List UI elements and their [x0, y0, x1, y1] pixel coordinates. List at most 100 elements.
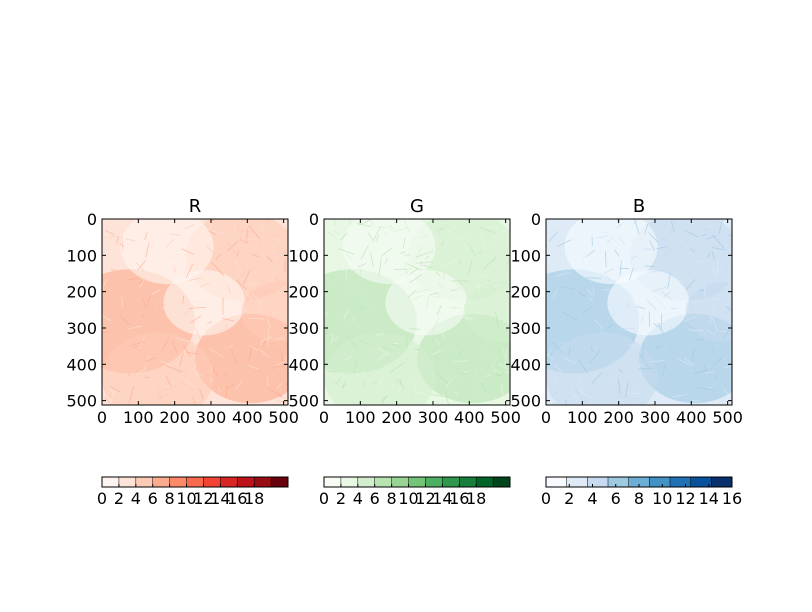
- heatmap-region: [342, 219, 436, 285]
- heatmap-texture-stroke: [242, 238, 260, 241]
- heatmap-texture-stroke: [208, 347, 224, 358]
- heatmap-texture-stroke: [606, 323, 614, 330]
- heatmap-texture-stroke: [210, 229, 227, 235]
- heatmap-texture-stroke: [431, 318, 440, 333]
- heatmap-texture-stroke: [109, 388, 115, 404]
- heatmap-texture-stroke: [483, 256, 497, 270]
- heatmap-texture-stroke: [247, 282, 256, 286]
- y-tick-label: 0: [87, 210, 97, 229]
- heatmap-texture-stroke: [703, 281, 706, 297]
- heatmap-texture-stroke: [256, 304, 261, 312]
- heatmap-texture-stroke: [191, 301, 206, 303]
- heatmap-texture-stroke: [324, 394, 333, 397]
- colorbar-tick-label: 16: [227, 489, 247, 508]
- heatmap-texture-stroke: [355, 299, 364, 311]
- heatmap-texture-stroke: [450, 238, 459, 249]
- heatmap-texture-stroke: [102, 278, 108, 292]
- y-tick-label: 200: [66, 283, 97, 302]
- heatmap-texture-stroke: [694, 259, 709, 264]
- panel-title: B: [633, 196, 645, 217]
- heatmap-texture-stroke: [207, 223, 214, 231]
- heatmap-texture-stroke: [403, 219, 410, 233]
- heatmap-texture-stroke: [588, 297, 594, 302]
- heatmap-texture-stroke: [552, 339, 566, 345]
- heatmap-texture-stroke: [145, 242, 150, 258]
- y-tick-label: 200: [288, 283, 319, 302]
- y-tick-label: 100: [510, 246, 541, 265]
- heatmap-texture-stroke: [554, 378, 558, 384]
- heatmap-texture-stroke: [463, 243, 470, 249]
- heatmap-texture-stroke: [616, 219, 620, 227]
- x-tick-label: 100: [345, 408, 376, 427]
- heatmap-texture-stroke: [357, 263, 367, 268]
- heatmap-texture-stroke: [435, 233, 440, 248]
- heatmap-texture-stroke: [608, 375, 613, 386]
- heatmap-texture-stroke: [376, 333, 384, 336]
- heatmap-texture-stroke: [102, 235, 118, 239]
- colorbar-tick-label: 4: [587, 489, 597, 508]
- heatmap-texture-stroke: [631, 255, 638, 259]
- heatmap-texture-stroke: [572, 361, 578, 370]
- heatmap-texture-stroke: [399, 251, 406, 255]
- heatmap-texture-stroke: [121, 236, 124, 252]
- heatmap-texture-stroke: [110, 386, 121, 393]
- heatmap-texture-stroke: [551, 341, 564, 354]
- heatmap-texture-stroke: [597, 250, 603, 255]
- heatmap-texture-stroke: [350, 267, 364, 271]
- heatmap-texture-stroke: [271, 365, 283, 376]
- heatmap-texture-stroke: [103, 397, 113, 405]
- heatmap-texture-stroke: [268, 307, 272, 317]
- heatmap-texture-stroke: [445, 368, 452, 372]
- y-tick-label: 500: [288, 392, 319, 411]
- heatmap-texture-stroke: [251, 293, 262, 304]
- heatmap-texture-stroke: [582, 251, 586, 262]
- heatmap-texture-stroke: [172, 340, 178, 354]
- heatmap-texture-stroke: [414, 384, 417, 398]
- colorbar-band: [102, 477, 120, 487]
- heatmap-texture-stroke: [493, 322, 498, 327]
- colorbar-band: [566, 477, 588, 487]
- heatmap-texture-stroke: [340, 309, 349, 320]
- heatmap-texture-stroke: [324, 251, 327, 253]
- heatmap-texture-stroke: [606, 238, 612, 244]
- heatmap-texture-stroke: [325, 334, 334, 337]
- heatmap-texture-stroke: [414, 348, 421, 351]
- heatmap-texture-stroke: [580, 398, 590, 405]
- heatmap-texture-stroke: [326, 325, 329, 336]
- colorbar-band: [546, 477, 568, 487]
- heatmap-texture-stroke: [276, 383, 283, 390]
- heatmap-texture-stroke: [618, 368, 623, 374]
- heatmap-texture-stroke: [360, 370, 366, 374]
- heatmap-image: [102, 219, 288, 405]
- heatmap-texture-stroke: [610, 235, 619, 245]
- heatmap-texture-stroke: [614, 290, 622, 297]
- colorbar-tick-label: 12: [193, 489, 213, 508]
- heatmap-texture-stroke: [627, 344, 643, 348]
- heatmap-texture-stroke: [492, 369, 501, 373]
- y-tick-label: 300: [288, 319, 319, 338]
- heatmap-texture-stroke: [273, 337, 285, 341]
- heatmap-texture-stroke: [413, 351, 420, 366]
- heatmap-texture-stroke: [356, 290, 363, 292]
- heatmap-texture-stroke: [176, 368, 188, 373]
- heatmap-texture-stroke: [605, 370, 612, 384]
- heatmap-texture-stroke: [246, 228, 248, 243]
- heatmap-texture-stroke: [554, 364, 562, 372]
- heatmap-texture-stroke: [324, 312, 328, 320]
- heatmap-texture-stroke: [369, 219, 374, 225]
- heatmap-texture-stroke: [191, 257, 193, 262]
- colorbar-band: [254, 477, 272, 487]
- heatmap-texture-stroke: [592, 286, 595, 296]
- heatmap-texture-stroke: [640, 316, 644, 324]
- heatmap-texture-stroke: [239, 275, 242, 282]
- heatmap-texture-stroke: [363, 381, 366, 386]
- heatmap-texture-stroke: [324, 222, 329, 230]
- heatmap-texture-stroke: [722, 329, 730, 340]
- heatmap-texture-stroke: [186, 362, 199, 373]
- heatmap-texture-stroke: [704, 227, 714, 237]
- heatmap-texture-stroke: [494, 319, 500, 337]
- heatmap-texture-stroke: [229, 349, 235, 356]
- heatmap-texture-stroke: [604, 251, 607, 267]
